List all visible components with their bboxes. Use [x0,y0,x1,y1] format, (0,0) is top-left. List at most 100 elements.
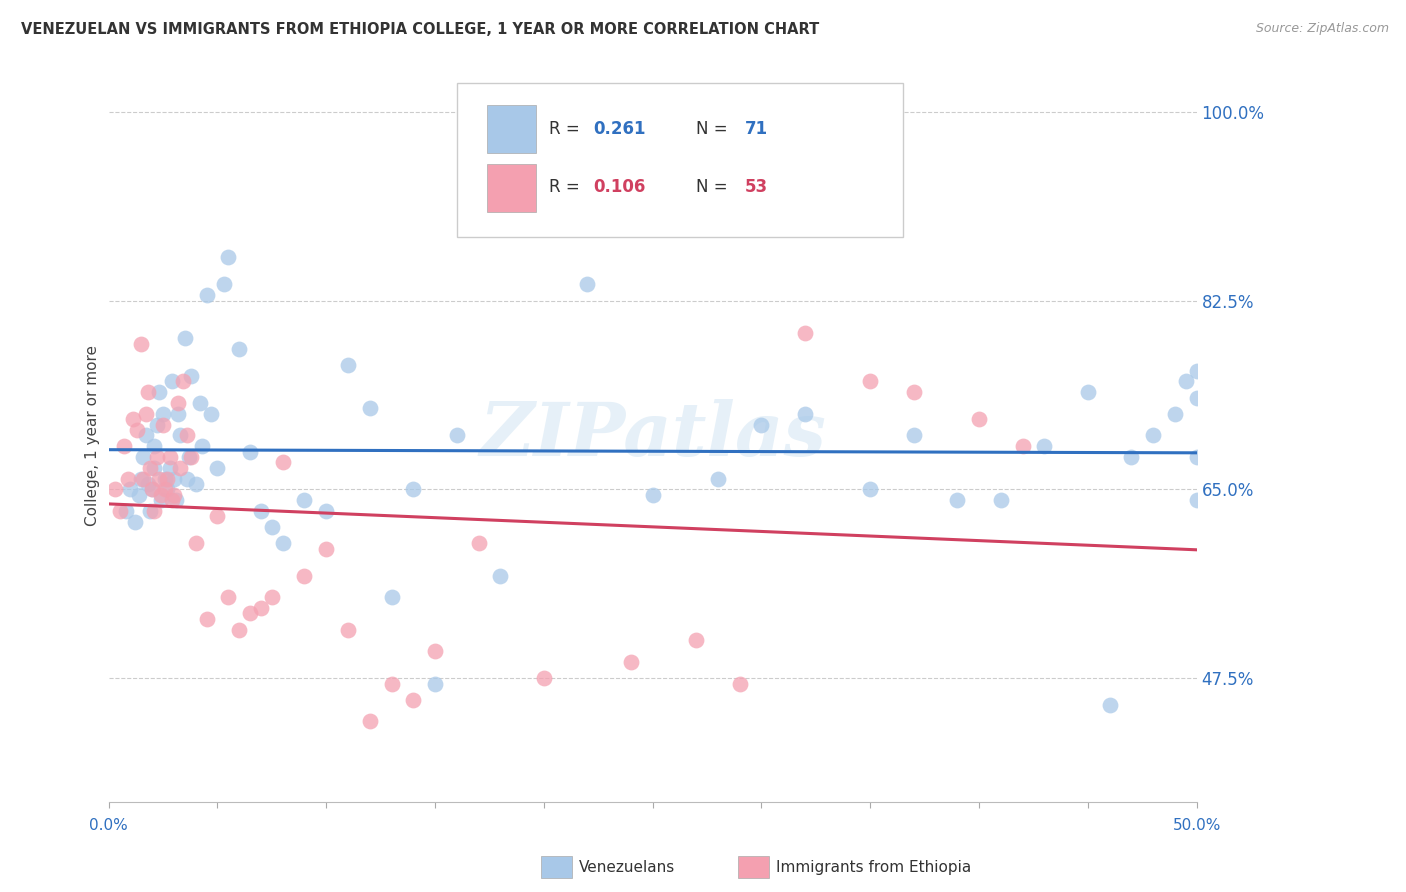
Point [141,483,163,497]
Text: 0.261: 0.261 [593,120,645,137]
Point [641,488,664,502]
Point [1011,439,1033,453]
Point [903,428,925,442]
Point [180,369,202,384]
Point [112,439,135,453]
Point [402,692,425,706]
Point [271,455,294,469]
Point [359,714,381,729]
Text: Venezuelans: Venezuelans [579,860,675,874]
Point [155,483,177,497]
Point [1185,391,1208,405]
Text: Source: ZipAtlas.com: Source: ZipAtlas.com [1256,22,1389,36]
Point [1098,698,1121,713]
Point [1185,364,1208,378]
Point [191,439,214,453]
Point [159,450,181,464]
Point [148,471,170,485]
Point [143,439,166,453]
Point [188,396,211,410]
Point [217,251,239,265]
Point [176,428,198,442]
Point [167,396,190,410]
Point [165,493,187,508]
Point [1164,407,1187,421]
Point [156,483,179,497]
Point [402,483,425,497]
Point [423,676,446,690]
Point [228,342,250,356]
Point [793,326,815,340]
Point [1033,439,1056,453]
Text: ZIPatlas: ZIPatlas [479,399,827,472]
Point [176,471,198,485]
Point [446,428,468,442]
Y-axis label: College, 1 year or more: College, 1 year or more [86,345,100,526]
Point [167,407,190,421]
Point [152,407,174,421]
Point [152,417,174,432]
Text: R =: R = [550,120,585,137]
Point [359,401,381,416]
Text: Immigrants from Ethiopia: Immigrants from Ethiopia [776,860,972,874]
Point [533,202,555,216]
Point [217,591,239,605]
Point [139,504,162,518]
Point [160,493,183,508]
Point [163,488,186,502]
Point [620,655,643,669]
Point [141,483,163,497]
Point [685,633,707,648]
FancyBboxPatch shape [488,105,536,153]
Point [156,471,179,485]
Point [967,412,990,426]
Point [337,358,360,372]
Point [121,412,143,426]
Text: 0.0%: 0.0% [89,819,128,833]
Point [159,460,181,475]
Point [946,493,969,508]
Point [155,471,177,485]
Text: N =: N = [696,178,733,196]
Point [380,676,402,690]
Text: VENEZUELAN VS IMMIGRANTS FROM ETHIOPIA COLLEGE, 1 YEAR OR MORE CORRELATION CHART: VENEZUELAN VS IMMIGRANTS FROM ETHIOPIA C… [21,22,820,37]
Point [124,515,146,529]
Point [125,423,148,437]
Point [143,504,166,518]
Point [707,471,730,485]
Point [172,375,194,389]
Point [145,417,167,432]
Text: 50.0%: 50.0% [1173,819,1220,833]
Point [104,483,127,497]
Point [1077,385,1099,400]
Text: 71: 71 [745,120,768,137]
Point [139,460,162,475]
Point [163,471,186,485]
FancyBboxPatch shape [488,164,536,211]
Point [180,450,202,464]
Point [169,460,191,475]
Point [200,407,222,421]
Point [129,336,152,351]
Point [1185,450,1208,464]
Point [728,676,751,690]
Point [129,471,152,485]
Point [793,407,815,421]
Point [195,288,218,302]
Point [160,375,183,389]
Point [173,331,195,345]
Point [294,568,316,582]
Point [148,385,170,400]
Point [117,471,139,485]
Point [135,428,157,442]
Point [315,541,337,556]
Text: 0.106: 0.106 [593,178,645,196]
Point [207,509,229,524]
Point [533,671,555,685]
Point [239,444,262,458]
Point [184,536,207,550]
Point [239,607,262,621]
Point [271,536,294,550]
Text: R =: R = [550,178,585,196]
Point [207,460,229,475]
